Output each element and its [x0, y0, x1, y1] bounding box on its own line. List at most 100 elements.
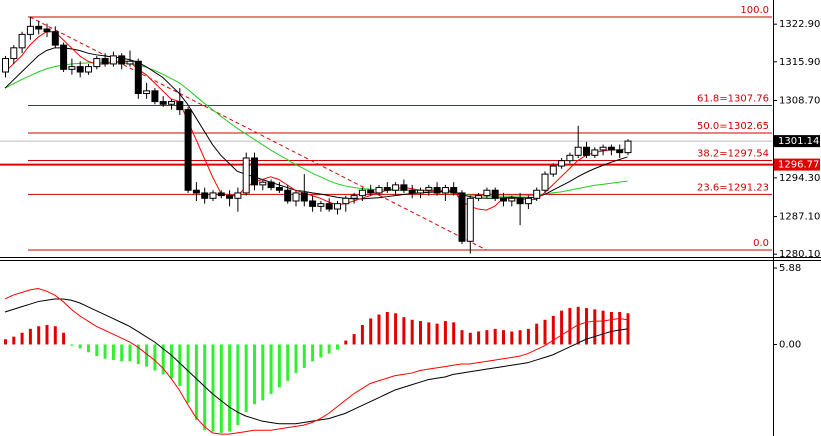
histogram-bar	[369, 318, 373, 345]
price-marker-label: 1301.14	[778, 136, 819, 147]
histogram-bar	[336, 344, 339, 350]
histogram-bar	[53, 326, 57, 345]
candle-body	[68, 66, 76, 70]
y-tick-label: 5.88	[779, 263, 801, 274]
y-tick-label: 1315.90	[779, 57, 820, 68]
candle-body	[85, 66, 92, 73]
candle-body	[168, 101, 175, 105]
histogram-bar	[236, 344, 240, 426]
candle-body	[292, 192, 300, 202]
histogram-bar	[576, 306, 580, 345]
candle-body	[317, 203, 325, 207]
histogram-bar	[136, 344, 140, 364]
histogram-bar	[203, 344, 207, 431]
candle-body	[234, 192, 242, 199]
y-tick-label: 1280.10	[779, 249, 820, 260]
candle-body	[184, 109, 192, 191]
fib-level-label: 61.8=1307.76	[697, 94, 769, 105]
candle-body	[275, 187, 283, 191]
histogram-bar	[402, 317, 406, 345]
candle-body	[300, 192, 308, 202]
candle-body	[101, 58, 109, 65]
candle-body	[450, 187, 458, 194]
y-tick-label: 1287.10	[779, 212, 820, 223]
candle-body	[358, 189, 366, 197]
histogram-bar	[385, 311, 389, 345]
histogram-bar	[286, 344, 290, 381]
histogram-bar	[394, 313, 398, 345]
histogram-bar	[493, 328, 497, 345]
histogram-bar	[228, 344, 232, 432]
candle-body	[367, 189, 375, 194]
histogram-bar	[560, 310, 564, 345]
candle-body	[209, 192, 217, 199]
candle-body	[309, 200, 317, 207]
candle-body	[176, 101, 184, 111]
candle-body	[126, 60, 134, 65]
histogram-bar	[161, 344, 165, 375]
candle-body	[475, 195, 483, 199]
histogram-bar	[261, 344, 265, 401]
candle-body	[109, 55, 117, 65]
candle-body	[524, 197, 532, 205]
histogram-bar	[526, 328, 530, 345]
histogram-bar	[87, 344, 90, 353]
candle-body	[558, 160, 566, 167]
histogram-bar	[593, 309, 597, 345]
histogram-bar	[12, 336, 16, 345]
histogram-bar	[510, 331, 514, 345]
fib-level-label: 100.0	[740, 5, 769, 16]
candle-body	[441, 187, 449, 194]
histogram-bar	[37, 326, 41, 345]
histogram-bar	[20, 332, 24, 345]
candle-body	[533, 189, 541, 199]
candle-body	[566, 154, 574, 162]
histogram-bar	[70, 344, 74, 346]
histogram-bar	[62, 332, 66, 345]
histogram-bar	[518, 330, 522, 345]
candle-body	[226, 195, 234, 199]
histogram-bar	[468, 332, 472, 345]
candle-body	[466, 197, 474, 242]
histogram-bar	[485, 330, 489, 345]
candle-body	[400, 184, 408, 191]
candle-body	[591, 149, 599, 156]
y-tick-label: 1294.30	[779, 173, 820, 184]
candle-body	[76, 66, 84, 73]
candle-body	[408, 189, 416, 194]
fib-level-label: 38.2=1297.54	[697, 148, 769, 159]
fib-level-label: 50.0=1302.65	[697, 121, 769, 132]
candle-body	[508, 197, 516, 202]
histogram-bar	[435, 323, 439, 345]
indicator-line	[4, 288, 628, 435]
histogram-bar	[543, 319, 547, 345]
candle-body	[118, 55, 126, 65]
fib-level-label: 23.6=1291.23	[697, 182, 769, 193]
indicator-line	[4, 31, 628, 211]
histogram-bar	[153, 344, 157, 371]
candle-body	[217, 192, 225, 197]
histogram-bar	[360, 324, 364, 345]
histogram-bar	[419, 321, 422, 345]
histogram-bar	[377, 314, 381, 345]
candle-body	[159, 101, 167, 105]
candle-body	[607, 146, 615, 151]
candle-body	[583, 146, 590, 156]
candle-body	[2, 58, 9, 73]
histogram-bar	[269, 344, 273, 394]
histogram-bar	[120, 344, 124, 362]
indicator-line	[4, 61, 628, 197]
histogram-bar	[427, 322, 431, 345]
histogram-bar	[253, 344, 256, 405]
candle-body	[350, 195, 358, 199]
histogram-bar	[145, 344, 149, 367]
histogram-bar	[327, 344, 331, 354]
y-tick-label: 1308.70	[779, 95, 820, 106]
histogram-bar	[111, 344, 115, 361]
candle-body	[134, 60, 142, 95]
candle-body	[192, 189, 200, 194]
candle-body	[35, 25, 43, 30]
y-tick-label: 1322.90	[779, 19, 820, 30]
candle-body	[251, 157, 258, 186]
histogram-bar	[186, 344, 190, 403]
